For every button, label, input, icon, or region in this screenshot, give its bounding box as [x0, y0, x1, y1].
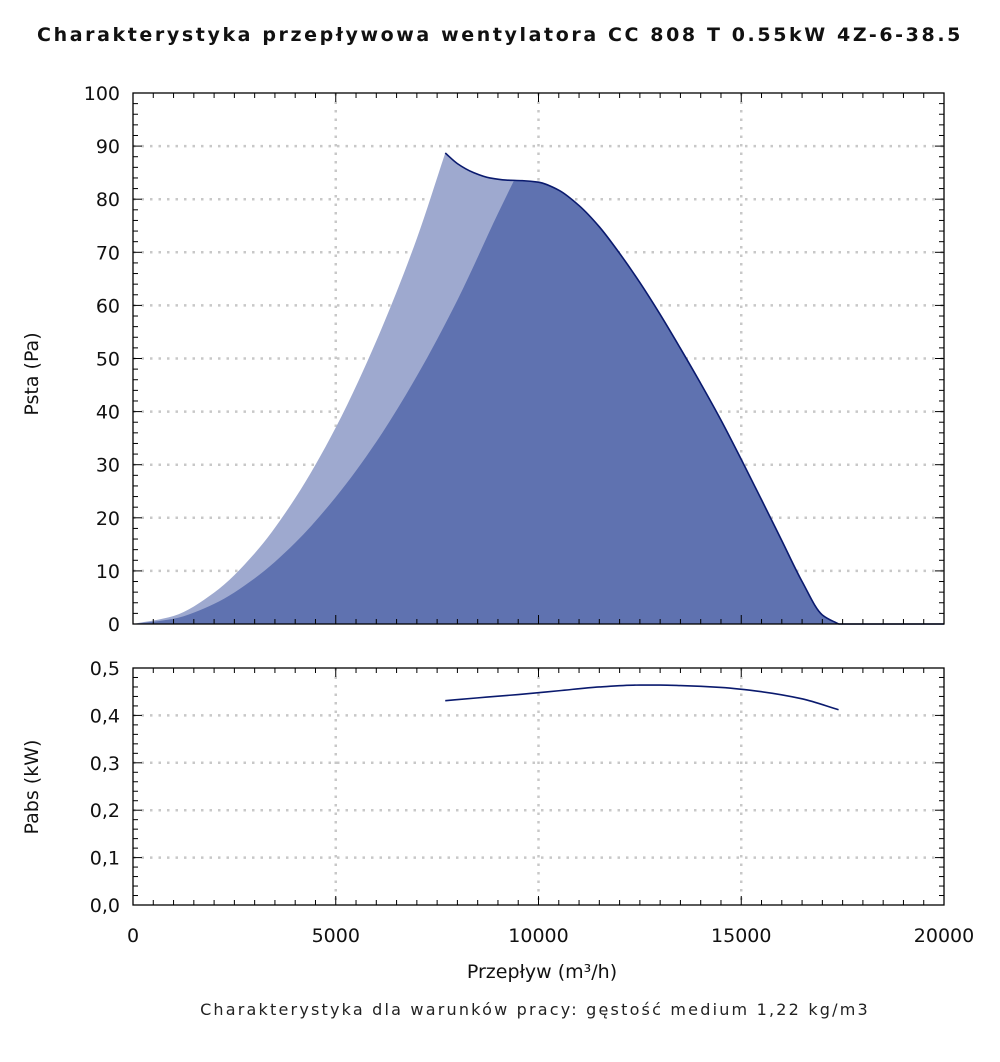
power-axes: 0,0 0,1 0,2 0,3 0,4 0,5 0 5000 10000 15000 20000	[90, 658, 974, 947]
power-ytick-label: 0,1	[90, 848, 120, 870]
pressure-series	[133, 152, 944, 625]
pressure-ytick-label: 30	[96, 455, 120, 477]
power-ytick-label: 0,4	[90, 705, 120, 727]
pressure-ytick-label: 50	[96, 349, 120, 371]
power-grid	[133, 668, 944, 905]
power-xtick-label: 15000	[711, 925, 771, 947]
pressure-ytick-label: 70	[96, 242, 120, 264]
power-xtick-label: 5000	[312, 925, 360, 947]
pressure-ytick-label: 10	[96, 561, 120, 583]
pressure-ytick-label: 100	[84, 83, 120, 105]
operating-conditions-note: Charakterystyka dla warunków pracy: gęst…	[200, 1000, 870, 1019]
power-ytick-label: 0,2	[90, 800, 120, 822]
power-xtick-label: 10000	[508, 925, 568, 947]
flow-axis-title: Przepływ (m³/h)	[467, 961, 617, 983]
pressure-ytick-label: 40	[96, 402, 120, 424]
pressure-curve-line	[444, 152, 839, 625]
pressure-axis-title: Psta (Pa)	[21, 332, 43, 415]
power-curve-line	[445, 684, 839, 711]
power-ytick-label: 0,5	[90, 658, 120, 680]
pressure-ytick-label: 60	[96, 295, 120, 317]
chart-title: Charakterystyka przepływowa wentylatora …	[37, 24, 963, 46]
power-xtick-label: 20000	[914, 925, 974, 947]
pressure-ytick-label: 80	[96, 189, 120, 211]
pressure-ytick-label: 90	[96, 136, 120, 158]
power-series	[445, 684, 839, 711]
pressure-ytick-label: 0	[108, 614, 120, 636]
pressure-axes: 0 10 20 30 40 50 60 70 80 90 100	[84, 83, 945, 636]
power-ytick-label: 0,3	[90, 753, 120, 775]
power-ytick-label: 0,0	[90, 895, 120, 917]
power-axis-title: Pabs (kW)	[21, 740, 43, 835]
dark-pressure-area	[133, 180, 839, 624]
power-xtick-label: 0	[127, 925, 139, 947]
pressure-ytick-label: 20	[96, 508, 120, 530]
